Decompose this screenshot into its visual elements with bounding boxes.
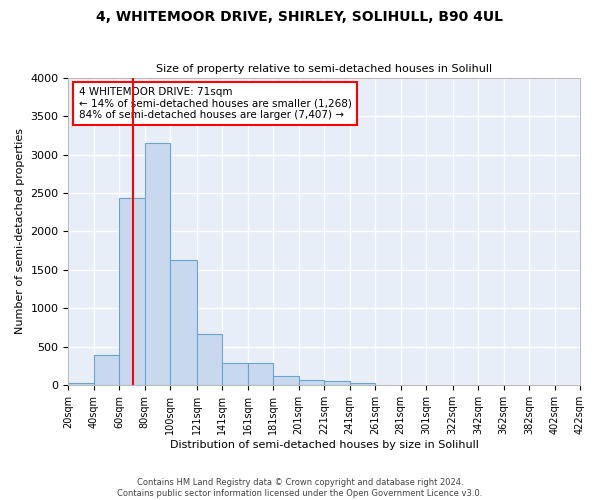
Bar <box>170 260 197 386</box>
X-axis label: Distribution of semi-detached houses by size in Solihull: Distribution of semi-detached houses by … <box>170 440 479 450</box>
Y-axis label: Number of semi-detached properties: Number of semi-detached properties <box>15 128 25 334</box>
Bar <box>299 380 324 386</box>
Text: Contains HM Land Registry data © Crown copyright and database right 2024.
Contai: Contains HM Land Registry data © Crown c… <box>118 478 482 498</box>
Text: 4 WHITEMOOR DRIVE: 71sqm
← 14% of semi-detached houses are smaller (1,268)
84% o: 4 WHITEMOOR DRIVE: 71sqm ← 14% of semi-d… <box>79 87 352 120</box>
Text: 4, WHITEMOOR DRIVE, SHIRLEY, SOLIHULL, B90 4UL: 4, WHITEMOOR DRIVE, SHIRLEY, SOLIHULL, B… <box>97 10 503 24</box>
Bar <box>94 356 119 386</box>
Bar <box>350 383 375 386</box>
Bar <box>223 364 248 386</box>
Bar <box>68 383 94 386</box>
Bar <box>273 376 299 386</box>
Bar <box>197 334 223 386</box>
Title: Size of property relative to semi-detached houses in Solihull: Size of property relative to semi-detach… <box>156 64 492 74</box>
Bar <box>324 381 350 386</box>
Bar <box>145 143 170 386</box>
Bar <box>119 198 145 386</box>
Bar <box>248 364 273 386</box>
